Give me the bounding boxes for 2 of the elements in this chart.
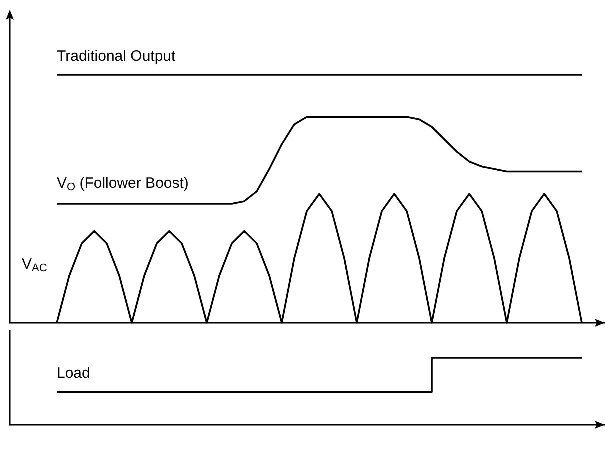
- series-label: Load: [57, 365, 90, 382]
- series-label: Traditional Output: [57, 48, 177, 65]
